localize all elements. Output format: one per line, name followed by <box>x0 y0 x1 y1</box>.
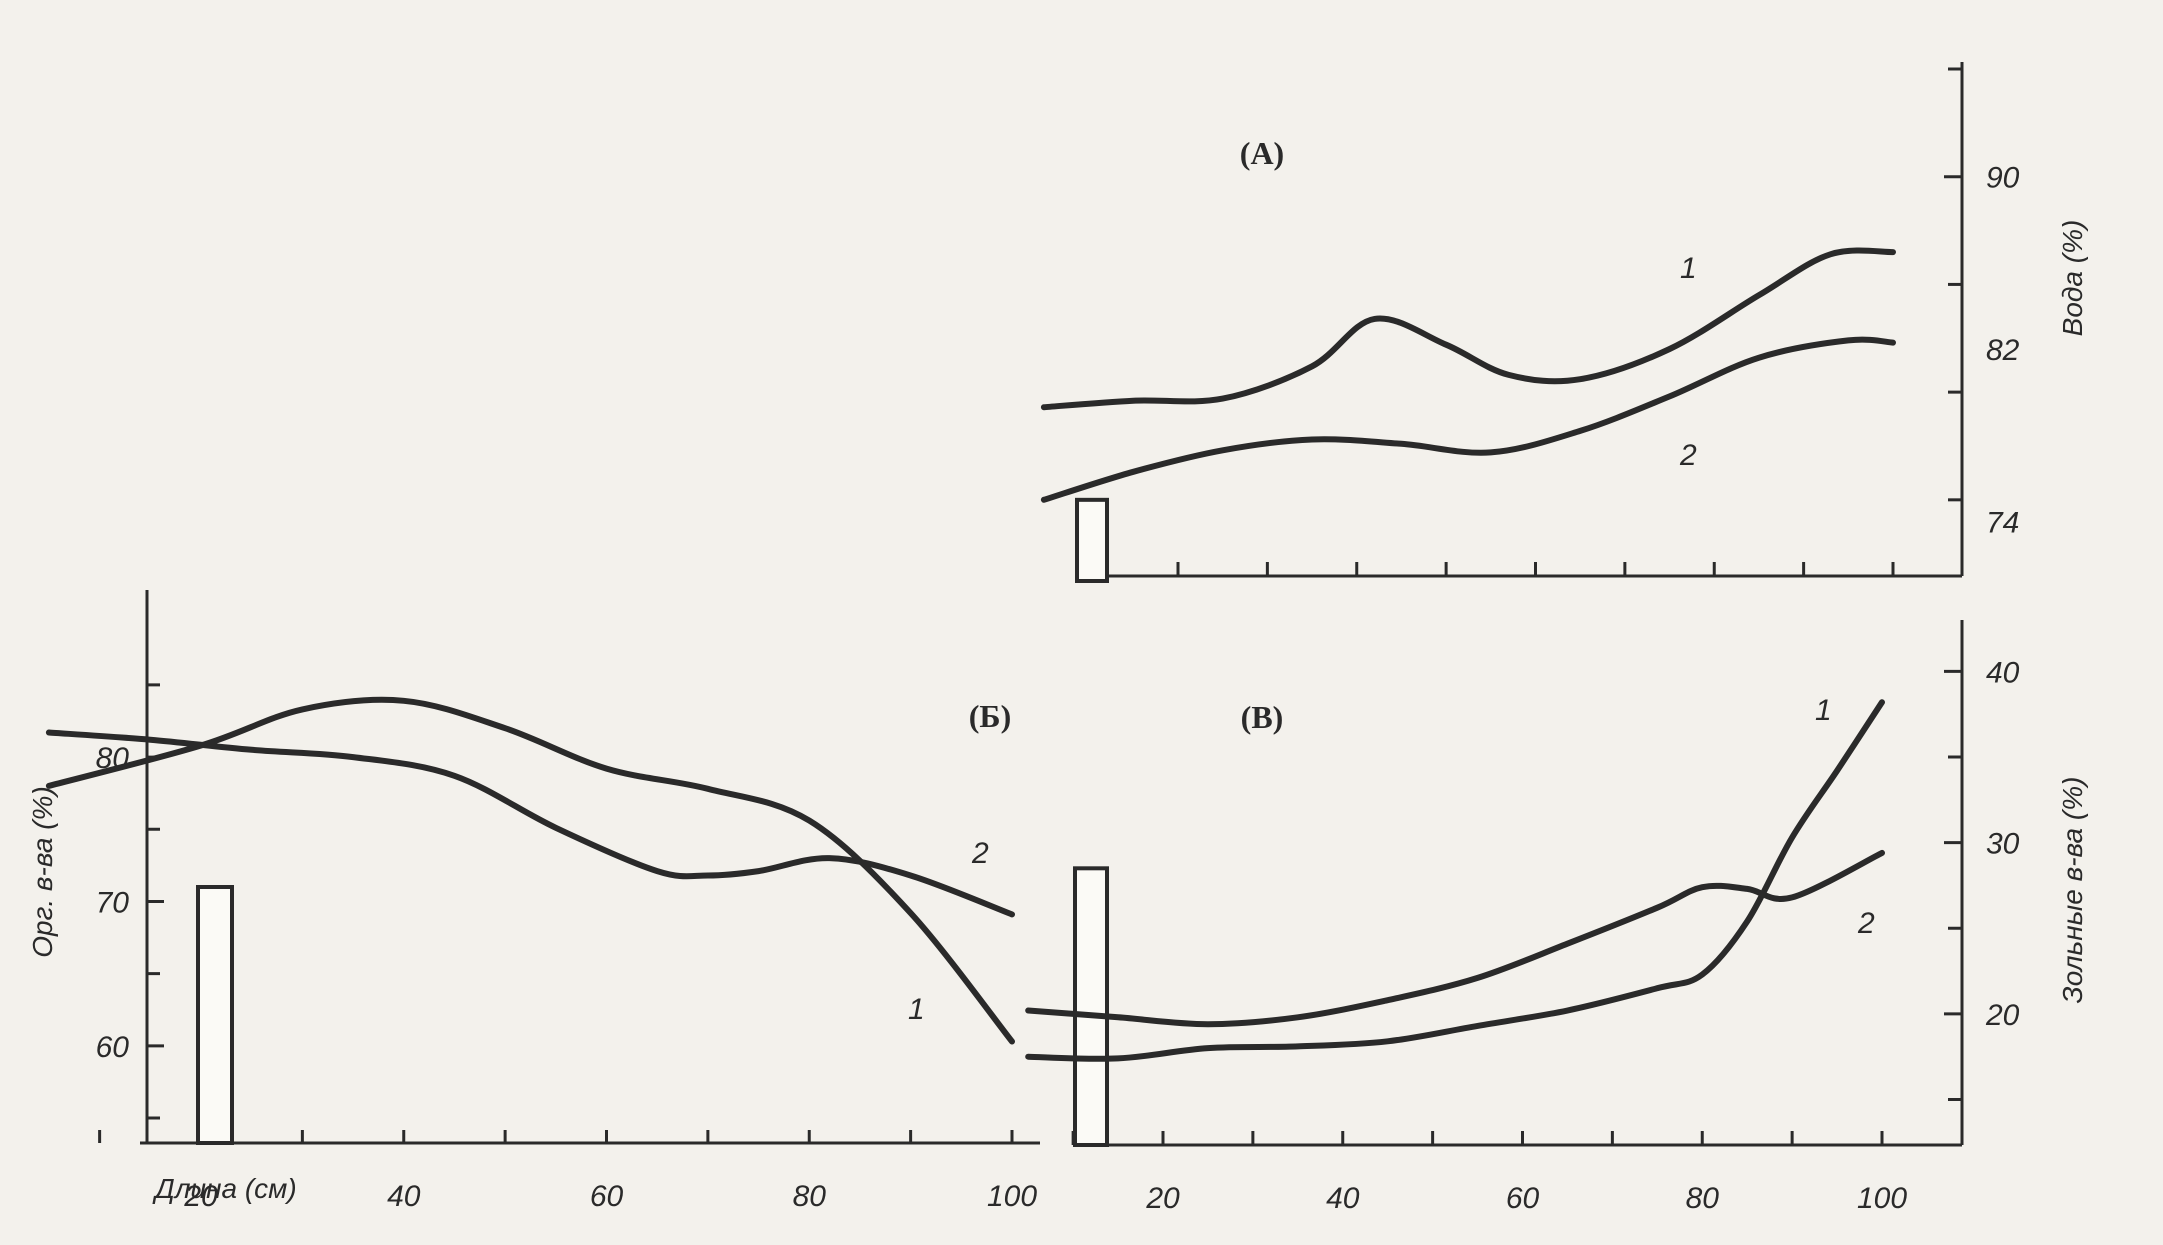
x-tick-label-b: 100 <box>987 1180 1037 1213</box>
x-tick-label-c: 100 <box>1857 1182 1907 1215</box>
panel-label-b: (Б) <box>969 698 1011 734</box>
x-tick-label-c: 40 <box>1326 1182 1360 1215</box>
y-tick-label-b: 70 <box>96 886 130 919</box>
panel-c-ash: 20 30 40 20 40 60 80 100 1 2 (В) Зольные в-ва (%) <box>1025 620 2088 1215</box>
x-tick-label-b: 60 <box>590 1180 624 1213</box>
series-1-label-c: 1 <box>1815 694 1832 727</box>
panel-label-c: (В) <box>1241 699 1284 735</box>
x-tick-label-b: 20 <box>183 1180 218 1213</box>
x-tick-label-c: 80 <box>1686 1182 1720 1215</box>
series-2-line-b <box>45 729 1015 918</box>
series-1-line-b <box>45 696 1015 1045</box>
series-2-label-b: 2 <box>971 837 989 870</box>
series-1-label-b: 1 <box>908 993 925 1026</box>
y-tick-label-c: 30 <box>1986 828 2020 861</box>
x-tick-label-c: 20 <box>1145 1182 1180 1215</box>
reference-bar-c <box>1073 866 1109 1147</box>
series-1-label-a: 1 <box>1680 252 1697 285</box>
y-tick-label-c: 40 <box>1986 656 2020 689</box>
series-1-line-a <box>1040 247 1896 411</box>
y-axis-label-b: Орг. в-ва (%) <box>27 786 58 958</box>
series-2-line-a <box>1040 336 1896 503</box>
series-2-label-c: 2 <box>1857 907 1875 940</box>
series-1-line-c <box>1025 699 1885 1062</box>
x-axis-label-b: Длина (см) <box>152 1173 297 1204</box>
series-2-label-a: 2 <box>1679 439 1697 472</box>
y-tick-label-a: 74 <box>1986 506 2019 539</box>
x-tick-label-b: 40 <box>387 1180 421 1213</box>
y-tick-label-b: 60 <box>96 1031 130 1064</box>
y-tick-label-a: 82 <box>1986 334 2020 367</box>
panel-a-water: 74 82 90 1 2 (A) Вода (%) <box>1040 62 2088 584</box>
x-tick-label-c: 60 <box>1506 1182 1540 1215</box>
x-tick-label-b: 80 <box>793 1180 827 1213</box>
y-tick-label-a: 90 <box>1986 162 2020 195</box>
y-axis-label-c: Зольные в-ва (%) <box>2057 777 2088 1004</box>
reference-bar-b <box>196 885 234 1145</box>
series-2-line-c <box>1025 849 1885 1028</box>
y-axis-label-a: Вода (%) <box>2057 220 2088 337</box>
y-tick-label-c: 20 <box>1985 999 2020 1032</box>
reference-bar-a <box>1075 497 1109 584</box>
panel-label-a: (A) <box>1240 135 1284 171</box>
